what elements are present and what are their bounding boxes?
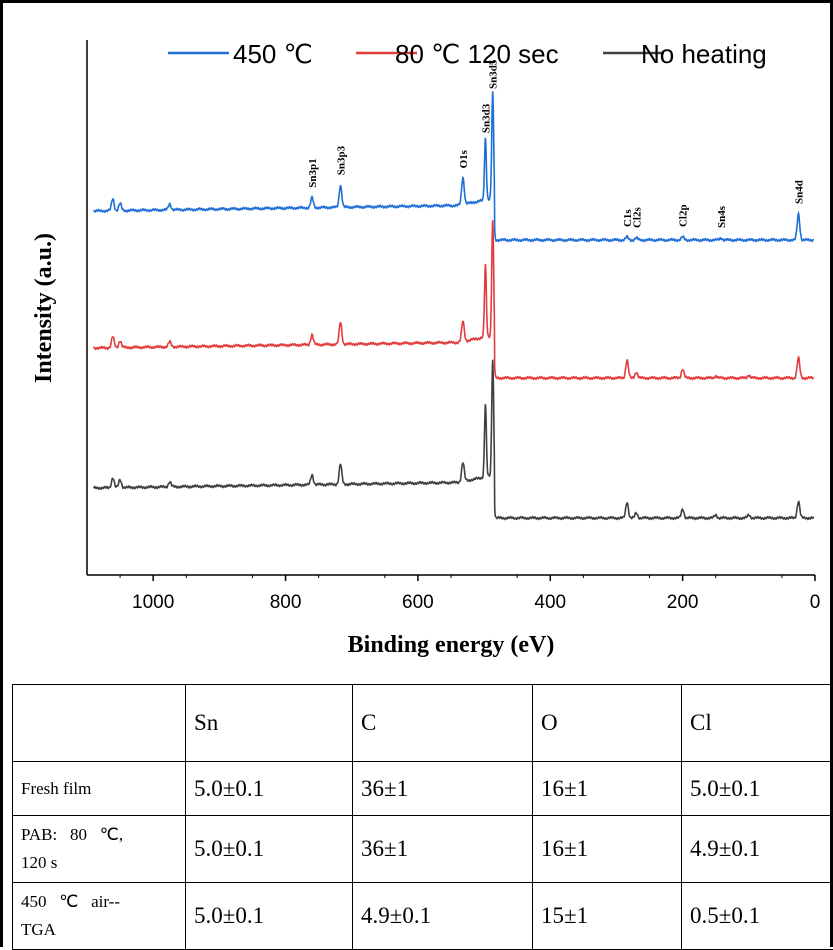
peak-label: Sn3p1 [307, 158, 319, 187]
x-tick-label: 200 [667, 592, 699, 613]
peak-label: Sn3p3 [335, 145, 347, 175]
peak-label: Sn4d [793, 180, 805, 204]
table-cell: 16±1 [533, 762, 682, 816]
row-label-line: TGA [21, 920, 56, 939]
header-cell: Sn [186, 685, 353, 762]
peak-label: Cl2s [631, 207, 643, 229]
x-tick-label: 400 [534, 592, 566, 613]
table-cell: 5.0±0.1 [186, 883, 353, 950]
table-cell: 5.0±0.1 [682, 762, 833, 816]
table-cell: 4.9±0.1 [682, 816, 833, 883]
peak-label: Cl2p [678, 204, 690, 227]
table-cell: 4.9±0.1 [353, 883, 533, 950]
x-axis-title: Binding energy (eV) [348, 632, 555, 658]
row-label-line: PAB: 80 ℃, [21, 825, 123, 844]
table-cell: 36±1 [353, 816, 533, 883]
table-row: 450 ℃ air-- TGA 5.0±0.1 4.9±0.1 15±1 0.5±… [13, 883, 833, 950]
header-cell [13, 685, 186, 762]
table-cell: 5.0±0.1 [186, 816, 353, 883]
row-label: 450 ℃ air-- TGA [13, 883, 186, 950]
legend-label: No heating [641, 39, 767, 69]
peak-label: Sn4s [716, 205, 728, 228]
y-axis-title: Intensity (a.u.) [31, 233, 57, 383]
header-cell: Cl [682, 685, 833, 762]
row-label-line: 120 s [21, 853, 57, 872]
spectrum-line [94, 91, 814, 241]
row-label-line: 450 ℃ air-- [21, 892, 120, 911]
peak-label: O1s [458, 149, 470, 168]
x-tick-label: 0 [810, 592, 821, 613]
legend-label: 80 ℃ 120 sec [395, 39, 559, 69]
table-row: PAB: 80 ℃, 120 s 5.0±0.1 36±1 16±1 4.9±0.… [13, 816, 833, 883]
header-cell: C [353, 685, 533, 762]
composition-table: Sn C O Cl Fresh film 5.0±0.1 36±1 16±1 5… [12, 684, 833, 950]
row-label: Fresh film [13, 762, 186, 816]
table-cell: 5.0±0.1 [186, 762, 353, 816]
spectrum-line [94, 220, 814, 379]
row-label: PAB: 80 ℃, 120 s [13, 816, 186, 883]
table-cell: 15±1 [533, 883, 682, 950]
legend: 450 ℃ 80 ℃ 120 sec No heating [168, 39, 767, 69]
x-tick-label: 1000 [132, 592, 174, 613]
table-cell: 36±1 [353, 762, 533, 816]
x-tick-label: 600 [402, 592, 434, 613]
row-label-line: Fresh film [21, 779, 91, 798]
table-cell: 0.5±0.1 [682, 883, 833, 950]
header-cell: O [533, 685, 682, 762]
table-row: Fresh film 5.0±0.1 36±1 16±1 5.0±0.1 [13, 762, 833, 816]
x-axis-ticks: 1000 800 600 400 200 0 [120, 575, 820, 613]
x-tick-label: 800 [270, 592, 302, 613]
table-header-row: Sn C O Cl [13, 685, 833, 762]
peak-label: Sn3d3 [480, 103, 492, 133]
plot-area [94, 91, 814, 519]
legend-label: 450 ℃ [233, 39, 313, 69]
spectrum-line [94, 360, 814, 520]
table-cell: 16±1 [533, 816, 682, 883]
